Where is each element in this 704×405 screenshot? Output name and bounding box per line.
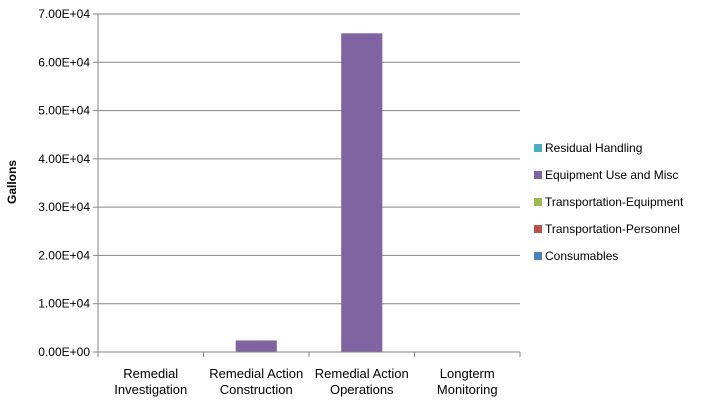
legend-label: Residual Handling: [545, 141, 642, 155]
legend-item: Transportation-Equipment: [534, 195, 684, 209]
legend-label: Consumables: [545, 249, 618, 263]
legend-item: Equipment Use and Misc: [534, 168, 678, 182]
legend-label: Equipment Use and Misc: [545, 168, 678, 182]
gridlines: [98, 13, 520, 305]
legend-swatch: [534, 171, 542, 179]
legend-item: Transportation-Personnel: [534, 222, 680, 236]
y-tick-labels: 0.00E+00 1.00E+04 2.00E+04 3.00E+04 4.00E+04…: [38, 7, 98, 359]
legend-swatch: [534, 144, 542, 152]
bar: [341, 33, 383, 353]
x-tick-label: Operations: [330, 382, 394, 397]
x-tick-label: Remedial Action: [209, 366, 303, 381]
x-tick-label: Longterm: [440, 366, 495, 381]
x-tick-label: Construction: [220, 382, 293, 397]
x-tick-label: Remedial: [123, 366, 178, 381]
y-tick-label: 3.00E+04: [38, 200, 90, 214]
bars: [235, 33, 383, 353]
legend-swatch: [534, 252, 542, 260]
y-axis-label: Gallons: [5, 160, 19, 204]
y-tick-label: 2.00E+04: [38, 248, 90, 262]
x-tick-label: Monitoring: [437, 382, 498, 397]
y-tick-label: 0.00E+00: [38, 345, 90, 359]
y-tick-label: 4.00E+04: [38, 152, 90, 166]
legend-swatch: [534, 198, 542, 206]
legend-label: Transportation-Personnel: [545, 222, 680, 236]
y-tick-label: 1.00E+04: [38, 297, 90, 311]
axes: [97, 14, 520, 353]
legend-label: Transportation-Equipment: [545, 195, 684, 209]
x-tick-label: Remedial Action: [315, 366, 409, 381]
legend: Residual Handling Equipment Use and Misc T…: [534, 141, 684, 263]
legend-swatch: [534, 225, 542, 233]
bar: [235, 340, 277, 352]
legend-item: Consumables: [534, 249, 618, 263]
y-tick-label: 6.00E+04: [38, 55, 90, 69]
y-tick-label: 5.00E+04: [38, 104, 90, 118]
legend-item: Residual Handling: [534, 141, 642, 155]
y-tick-label: 7.00E+04: [38, 7, 90, 21]
x-tick-label: Investigation: [114, 382, 187, 397]
